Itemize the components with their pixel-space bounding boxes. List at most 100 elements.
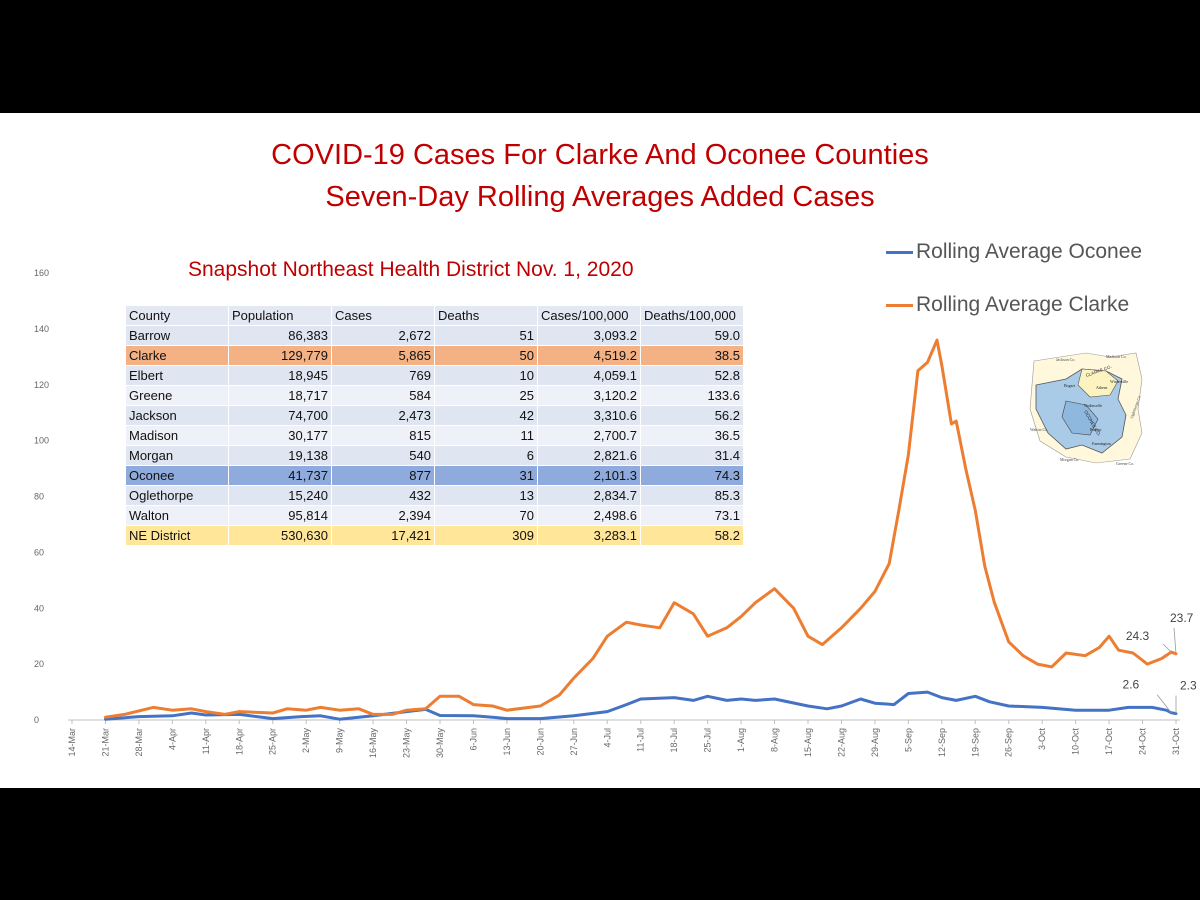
cell-county: Jackson bbox=[126, 405, 229, 426]
table-row: Madison 30,177 815 11 2,700.7 36.5 bbox=[126, 425, 744, 446]
cell-deaths-per-100k: 38.5 bbox=[640, 345, 744, 366]
cell-county: Walton bbox=[126, 505, 229, 526]
cell-cases-per-100k: 3,120.2 bbox=[537, 385, 641, 406]
cell-cases-per-100k: 3,310.6 bbox=[537, 405, 641, 426]
cell-population: 15,240 bbox=[228, 485, 332, 506]
cell-deaths: 51 bbox=[434, 325, 538, 346]
table-row: Greene 18,717 584 25 3,120.2 133.6 bbox=[126, 385, 744, 406]
data-label: 23.7 bbox=[1170, 611, 1194, 625]
cell-deaths: 10 bbox=[434, 365, 538, 386]
cell-county: Madison bbox=[126, 425, 229, 446]
cell-cases-per-100k: 2,101.3 bbox=[537, 465, 641, 486]
legend-label-oconee: Rolling Average Oconee bbox=[916, 240, 1143, 263]
cell-deaths-per-100k: 74.3 bbox=[640, 465, 744, 486]
table-row: Elbert 18,945 769 10 4,059.1 52.8 bbox=[126, 365, 744, 386]
cell-population: 30,177 bbox=[228, 425, 332, 446]
x-tick-label: 29-Aug bbox=[870, 728, 880, 757]
header-cases-per-100k: Cases/100,000 bbox=[537, 306, 641, 326]
cell-cases-per-100k: 3,283.1 bbox=[537, 525, 641, 546]
cell-cases: 769 bbox=[331, 365, 435, 386]
cell-cases: 5,865 bbox=[331, 345, 435, 366]
legend-oconee: Rolling Average Oconee bbox=[886, 240, 1142, 264]
data-label-leader bbox=[1156, 694, 1172, 713]
cell-deaths: 11 bbox=[434, 425, 538, 446]
map-label-bishop: Bishop bbox=[1090, 427, 1101, 432]
map-label-madison: Madison Co. bbox=[1106, 354, 1127, 359]
cell-population: 86,383 bbox=[228, 325, 332, 346]
cell-cases-per-100k: 4,519.2 bbox=[537, 345, 641, 366]
chart-title: COVID-19 Cases For Clarke And Oconee Cou… bbox=[271, 139, 929, 171]
cell-deaths: 70 bbox=[434, 505, 538, 526]
y-tick-label: 100 bbox=[34, 436, 49, 446]
header-deaths-per-100k: Deaths/100,000 bbox=[640, 306, 744, 326]
cell-population: 74,700 bbox=[228, 405, 332, 426]
map-label-athens: Athens bbox=[1096, 385, 1108, 390]
x-tick-label: 11-Apr bbox=[201, 728, 211, 754]
table-row: Clarke 129,779 5,865 50 4,519.2 38.5 bbox=[126, 345, 744, 366]
data-label-leader bbox=[1173, 627, 1177, 654]
x-tick-label: 18-Apr bbox=[234, 728, 244, 755]
x-tick-label: 9-May bbox=[335, 728, 345, 754]
header-population: Population bbox=[228, 306, 332, 326]
x-tick-label: 4-Apr bbox=[167, 728, 177, 750]
header-deaths: Deaths bbox=[434, 306, 538, 326]
data-label: 2.6 bbox=[1123, 678, 1140, 692]
cell-cases: 17,421 bbox=[331, 525, 435, 546]
cell-cases-per-100k: 3,093.2 bbox=[537, 325, 641, 346]
cell-county: Oglethorpe bbox=[126, 485, 229, 506]
x-tick-label: 22-Aug bbox=[836, 728, 846, 757]
x-tick-label: 2-May bbox=[301, 728, 311, 754]
y-tick-label: 160 bbox=[34, 268, 49, 278]
cell-cases: 2,394 bbox=[331, 505, 435, 526]
map-label-winterville: Winterville bbox=[1110, 379, 1128, 384]
cell-cases: 877 bbox=[331, 465, 435, 486]
x-tick-label: 13-Jun bbox=[502, 728, 512, 756]
x-tick-label: 17-Oct bbox=[1104, 728, 1114, 756]
cell-deaths: 31 bbox=[434, 465, 538, 486]
cell-county: Clarke bbox=[126, 345, 229, 366]
cell-population: 129,779 bbox=[228, 345, 332, 366]
cell-county: Elbert bbox=[126, 365, 229, 386]
cell-cases-per-100k: 4,059.1 bbox=[537, 365, 641, 386]
x-tick-label: 31-Oct bbox=[1171, 728, 1181, 756]
cell-deaths-per-100k: 56.2 bbox=[640, 405, 744, 426]
y-tick-label: 140 bbox=[34, 324, 49, 334]
table-row: Barrow 86,383 2,672 51 3,093.2 59.0 bbox=[126, 325, 744, 346]
cell-county: Morgan bbox=[126, 445, 229, 466]
cell-population: 19,138 bbox=[228, 445, 332, 466]
cell-population: 95,814 bbox=[228, 505, 332, 526]
table-row: Morgan 19,138 540 6 2,821.6 31.4 bbox=[126, 445, 744, 466]
y-tick-label: 0 bbox=[34, 715, 39, 725]
cell-population: 41,737 bbox=[228, 465, 332, 486]
cell-cases: 540 bbox=[331, 445, 435, 466]
x-tick-label: 28-Mar bbox=[134, 728, 144, 757]
table-row: Jackson 74,700 2,473 42 3,310.6 56.2 bbox=[126, 405, 744, 426]
line-chart: 0 20 40 60 80 100 120 140 160 14-Mar 21-Mar 28-Mar 4… bbox=[34, 268, 1197, 759]
x-tick-label: 23-May bbox=[402, 728, 412, 759]
cell-deaths: 42 bbox=[434, 405, 538, 426]
x-tick-label: 11-Jul bbox=[636, 728, 646, 752]
cell-cases: 2,473 bbox=[331, 405, 435, 426]
cell-cases-per-100k: 2,700.7 bbox=[537, 425, 641, 446]
legend-label-clarke: Rolling Average Clarke bbox=[916, 293, 1130, 316]
x-tick-label: 24-Oct bbox=[1138, 728, 1148, 756]
table-row: Oglethorpe 15,240 432 13 2,834.7 85.3 bbox=[126, 485, 744, 506]
y-tick-label: 80 bbox=[34, 492, 44, 502]
cell-population: 18,945 bbox=[228, 365, 332, 386]
cell-deaths: 13 bbox=[434, 485, 538, 506]
cell-deaths: 25 bbox=[434, 385, 538, 406]
cell-cases-per-100k: 2,821.6 bbox=[537, 445, 641, 466]
x-tick-label: 8-Aug bbox=[770, 728, 780, 752]
series-line-oconee bbox=[104, 690, 1178, 721]
cell-county: NE District bbox=[126, 525, 229, 546]
cell-cases-per-100k: 2,498.6 bbox=[537, 505, 641, 526]
y-tick-label: 60 bbox=[34, 547, 44, 557]
series-line-clarke bbox=[104, 338, 1178, 719]
x-tick-label: 10-Oct bbox=[1071, 728, 1081, 756]
cell-deaths-per-100k: 52.8 bbox=[640, 365, 744, 386]
x-tick-label: 16-May bbox=[368, 728, 378, 759]
district-map: Jackson Co. Madison Co. CLARKE CO. OCONE… bbox=[1026, 349, 1144, 467]
legend-clarke: Rolling Average Clarke bbox=[886, 293, 1129, 317]
cell-deaths-per-100k: 59.0 bbox=[640, 325, 744, 346]
map-label-farmington: Farmington bbox=[1092, 441, 1111, 446]
